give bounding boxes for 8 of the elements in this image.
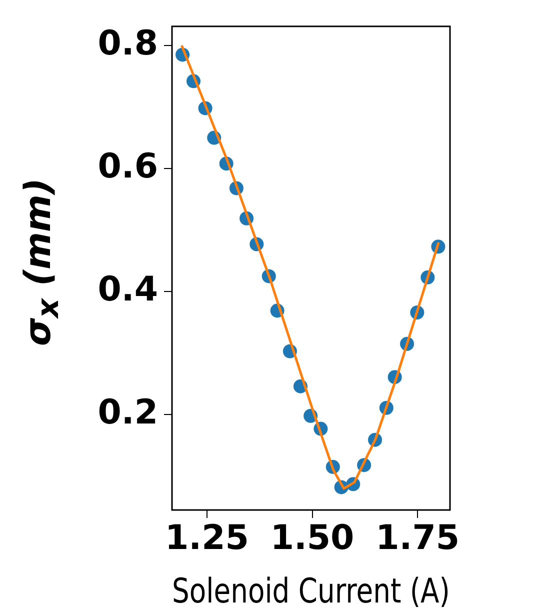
y-tick-label: 0.4 — [98, 269, 158, 310]
y-tick-label: 0.6 — [98, 146, 158, 186]
x-tick-label: 1.75 — [376, 518, 460, 558]
x-tick-label: 1.25 — [165, 518, 249, 558]
y-tick-label: 0.2 — [98, 392, 158, 432]
x-axis-title: Solenoid Current (A) — [172, 572, 450, 612]
y-tick-label: 0.8 — [98, 23, 158, 64]
x-tick-label: 1.50 — [270, 518, 354, 558]
